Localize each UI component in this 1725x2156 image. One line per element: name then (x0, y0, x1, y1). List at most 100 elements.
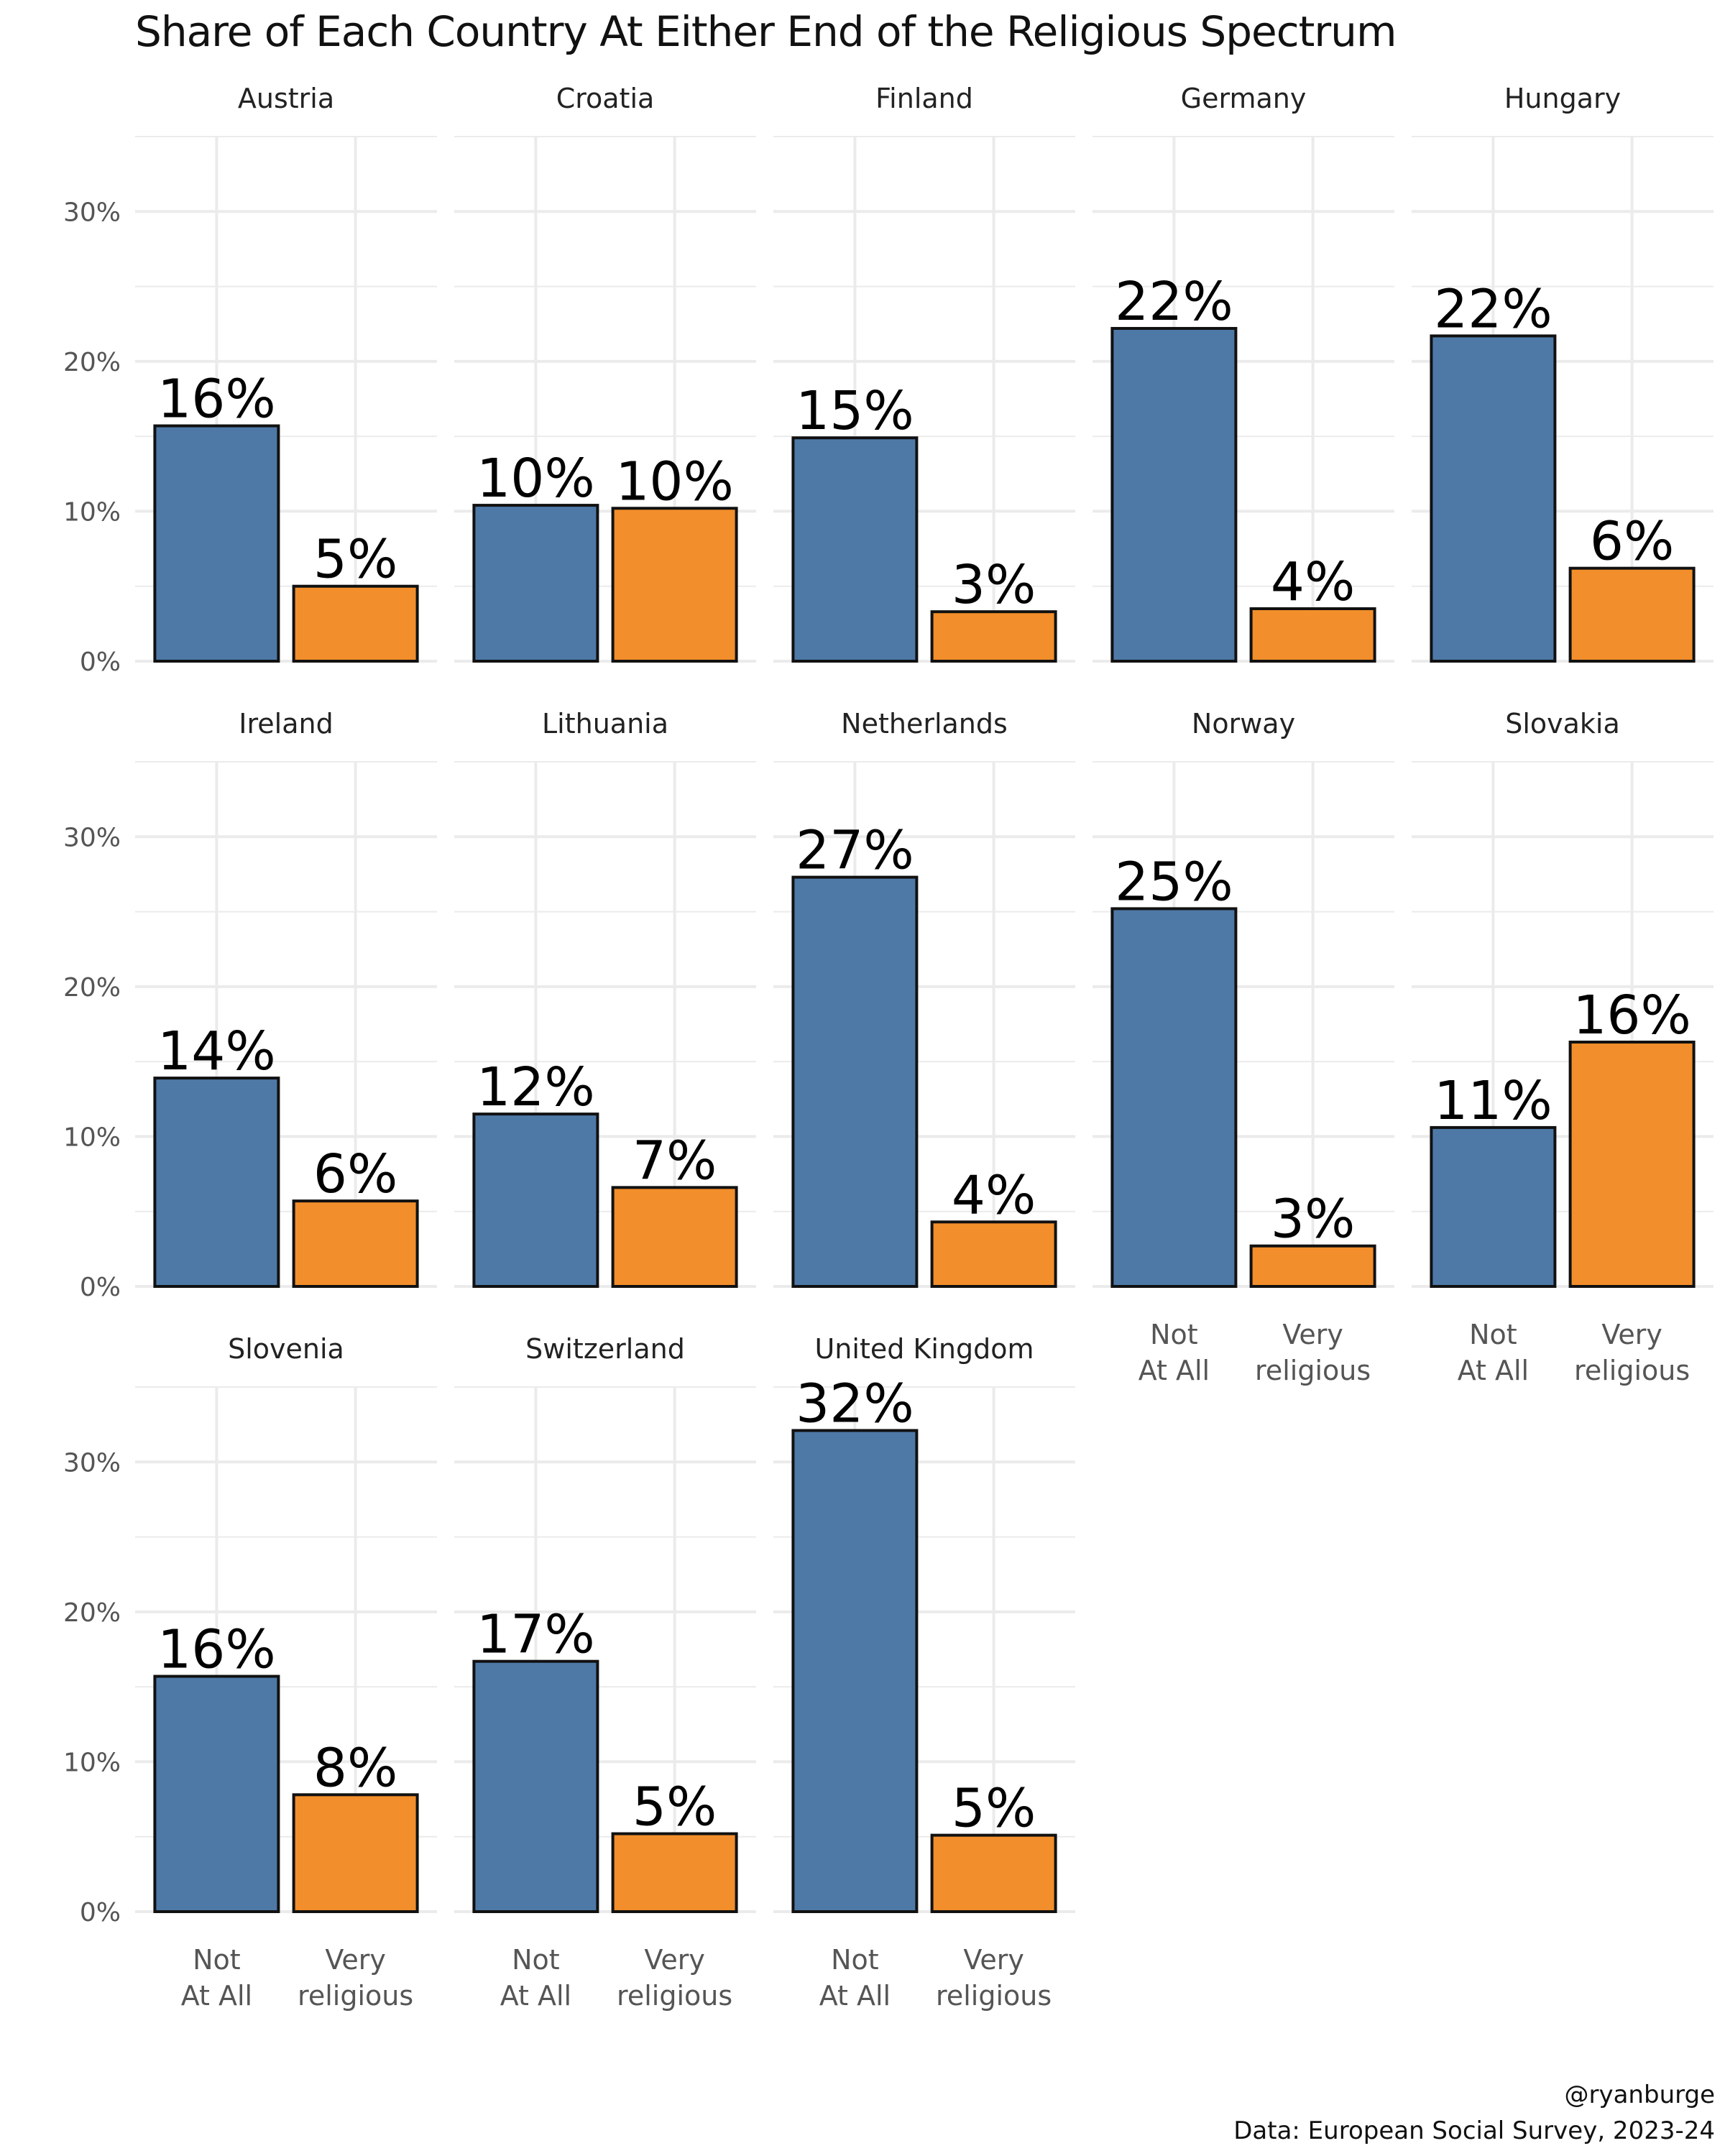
x-tick-label: religious (1255, 1355, 1371, 1386)
data-label: 11% (1434, 1070, 1552, 1132)
data-label: 14% (157, 1021, 275, 1082)
y-tick-label: 0% (80, 648, 121, 677)
bar-not-at-all (472, 504, 599, 663)
data-label: 3% (1271, 1189, 1355, 1250)
bar-not-at-all (1430, 1125, 1557, 1289)
bar-not-at-all (1430, 334, 1557, 663)
data-label: 6% (313, 1143, 397, 1205)
data-label: 4% (1271, 551, 1355, 613)
x-tick-label: Very (1601, 1319, 1662, 1350)
bar-very-religious (1568, 1041, 1696, 1288)
x-tick-label: Not (831, 1944, 879, 1976)
data-label: 22% (1434, 278, 1552, 340)
bar-not-at-all (153, 1674, 280, 1914)
x-tick-label: At All (181, 1980, 252, 2012)
x-tick-label: At All (1138, 1355, 1210, 1386)
y-tick-label: 30% (63, 198, 121, 227)
bar-very-religious (930, 1833, 1057, 1914)
bar-very-religious (292, 1199, 419, 1288)
x-tick-label: Very (1282, 1319, 1343, 1350)
x-tick-label: At All (819, 1980, 891, 2012)
data-label: 15% (796, 380, 914, 442)
x-tick-label: Not (512, 1944, 560, 1976)
x-tick-label: religious (936, 1980, 1052, 2012)
bar-not-at-all (1110, 907, 1238, 1288)
data-label: 6% (1590, 511, 1674, 573)
bar-very-religious (611, 1832, 738, 1914)
chart-title: Share of Each Country At Either End of t… (135, 7, 1397, 56)
caption-source: Data: European Social Survey, 2023-24 (1233, 2116, 1715, 2145)
data-label: 5% (952, 1778, 1036, 1840)
bar-very-religious (611, 1186, 738, 1289)
bar-very-religious (292, 1793, 419, 1913)
data-label: 3% (952, 554, 1036, 616)
y-tick-label: 30% (63, 1448, 121, 1478)
bar-very-religious (1568, 566, 1696, 663)
data-label: 10% (477, 448, 594, 510)
facet-title: Switzerland (525, 1333, 685, 1365)
y-tick-label: 10% (63, 1748, 121, 1777)
facet-title: Austria (238, 83, 334, 114)
facet-title: Slovakia (1505, 708, 1620, 740)
bar-very-religious (1249, 1244, 1376, 1288)
bar-very-religious (292, 584, 419, 663)
bar-not-at-all (791, 1429, 919, 1913)
y-tick-label: 10% (63, 497, 121, 527)
y-tick-label: 0% (80, 1898, 121, 1927)
facet-title: Finland (875, 83, 973, 114)
bar-very-religious (930, 1220, 1057, 1289)
data-label: 25% (1115, 851, 1233, 913)
data-label: 16% (1573, 985, 1690, 1046)
bar-not-at-all (153, 1077, 280, 1288)
data-label: 32% (796, 1373, 914, 1434)
chart-caption: @ryanburge Data: European Social Survey,… (1233, 2077, 1715, 2149)
data-label: 5% (632, 1777, 717, 1838)
facet-title: Ireland (239, 708, 333, 740)
x-tick-label: Very (644, 1944, 705, 1976)
y-tick-label: 20% (63, 348, 121, 377)
facet-title: Croatia (556, 83, 655, 114)
bar-not-at-all (791, 875, 919, 1288)
bar-not-at-all (1110, 326, 1238, 663)
x-tick-label: Not (193, 1944, 241, 1976)
facet-title: Netherlands (841, 708, 1008, 740)
facet-title: Germany (1181, 83, 1307, 114)
data-label: 7% (632, 1130, 717, 1192)
x-tick-label: religious (298, 1980, 413, 2012)
y-tick-label: 20% (63, 1598, 121, 1628)
data-label: 4% (952, 1164, 1036, 1226)
data-label: 16% (157, 1619, 275, 1681)
facet-title: Hungary (1504, 83, 1621, 114)
data-label: 17% (477, 1604, 594, 1666)
x-tick-label: Not (1469, 1319, 1517, 1350)
x-tick-label: religious (617, 1980, 732, 2012)
bar-very-religious (611, 507, 738, 663)
facet-title: Norway (1192, 708, 1295, 740)
facet-title: Lithuania (542, 708, 668, 740)
x-tick-label: religious (1574, 1355, 1690, 1386)
data-label: 8% (313, 1737, 397, 1799)
caption-handle: @ryanburge (1564, 2081, 1716, 2109)
x-tick-label: Very (963, 1944, 1024, 1976)
bar-very-religious (930, 610, 1057, 663)
y-tick-label: 20% (63, 973, 121, 1003)
bar-not-at-all (472, 1112, 599, 1288)
y-tick-label: 30% (63, 823, 121, 852)
facet-title: Slovenia (228, 1333, 344, 1365)
data-label: 27% (796, 820, 914, 882)
bar-not-at-all (153, 424, 280, 663)
data-label: 12% (477, 1056, 594, 1118)
x-tick-label: At All (1458, 1355, 1529, 1386)
bar-very-religious (1249, 607, 1376, 663)
y-tick-label: 10% (63, 1123, 121, 1152)
x-tick-label: At All (500, 1980, 571, 2012)
data-label: 5% (313, 529, 397, 591)
x-tick-label: Very (325, 1944, 386, 1976)
data-label: 22% (1115, 271, 1233, 333)
x-tick-label: Not (1150, 1319, 1198, 1350)
data-label: 16% (157, 369, 275, 430)
data-label: 10% (615, 451, 733, 512)
bar-not-at-all (791, 436, 919, 663)
facet-title: United Kingdom (814, 1333, 1034, 1365)
